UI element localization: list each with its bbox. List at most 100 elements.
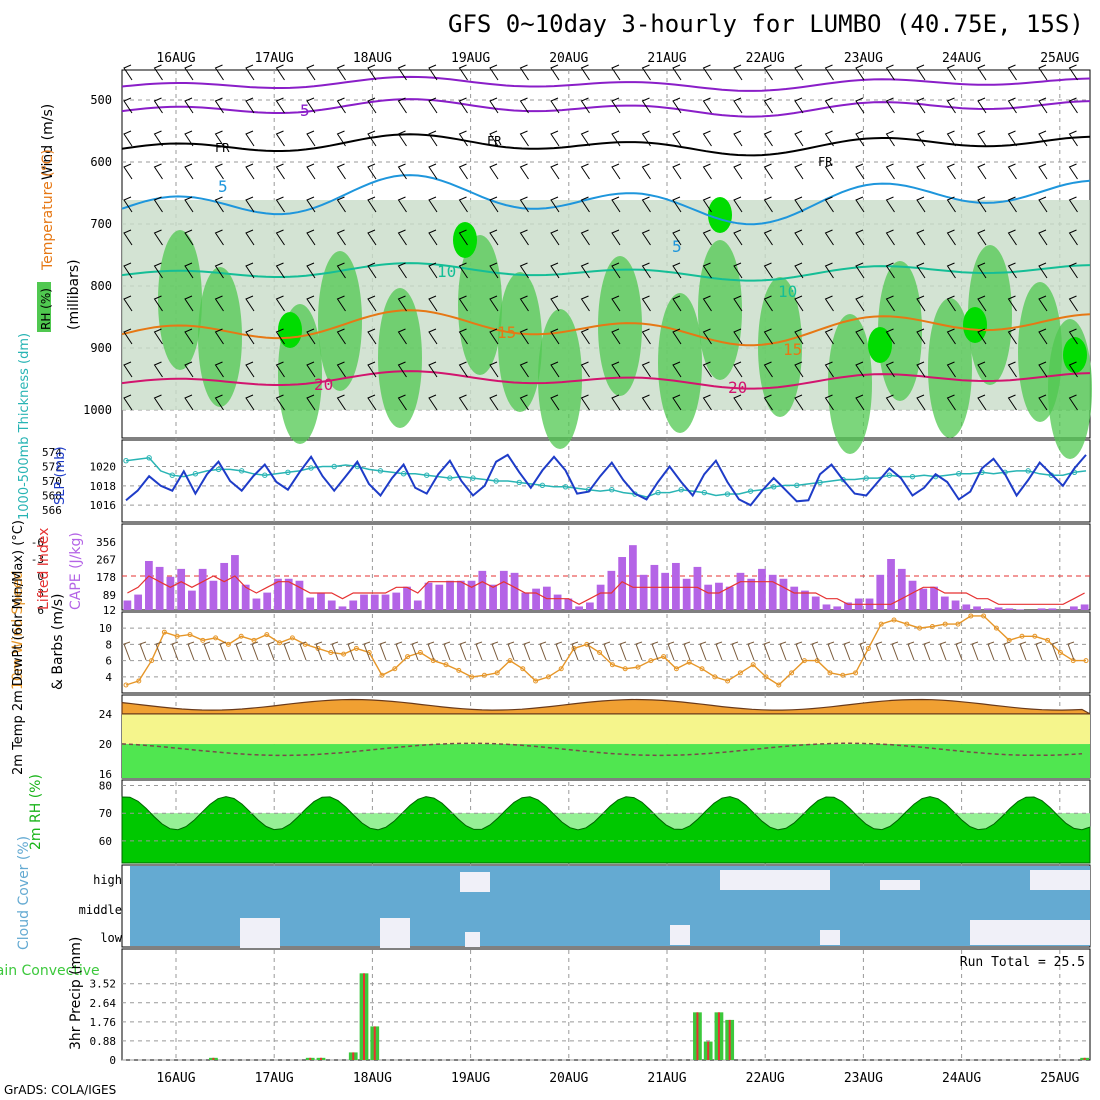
wind10-barb xyxy=(779,641,787,661)
run-total-label: Run Total = 25.5 xyxy=(960,955,1085,970)
wind-barb xyxy=(489,97,499,114)
wind-barb xyxy=(733,328,743,345)
wind-barb xyxy=(428,130,438,147)
wind10-marker xyxy=(481,672,487,678)
contour-label: 10 xyxy=(437,262,456,281)
cape-ytick-left: 3 xyxy=(37,587,44,600)
wind-barb xyxy=(794,262,804,279)
wind10-barb xyxy=(875,641,883,661)
wind-barb xyxy=(672,328,682,345)
wind-barb xyxy=(275,97,285,114)
wind10-marker xyxy=(392,666,398,672)
precip-label-right: 3hr Precip (mm) xyxy=(68,937,84,1050)
wind-barb xyxy=(611,130,621,147)
wind-barb xyxy=(885,394,895,411)
wind-barb xyxy=(580,361,590,378)
wind10-barb xyxy=(491,641,499,661)
wind-barb xyxy=(885,130,895,147)
rh-blob xyxy=(758,277,802,417)
wind-barb xyxy=(1068,97,1078,114)
cape-bar xyxy=(564,598,573,610)
day-label-top: 25AUG xyxy=(1040,51,1079,66)
wind-barb xyxy=(184,361,194,378)
wind-barb xyxy=(184,328,194,345)
wind-barb xyxy=(397,295,407,312)
wind-barb xyxy=(550,196,560,213)
wind-barb xyxy=(977,361,987,378)
wind-barb xyxy=(550,361,560,378)
wind-barb xyxy=(245,295,255,312)
wind-barb xyxy=(702,163,712,180)
wind10-marker xyxy=(1045,637,1051,643)
wind-barb xyxy=(1068,262,1078,279)
wind-barb xyxy=(611,361,621,378)
wind-barb xyxy=(1007,163,1017,180)
wind10-marker xyxy=(379,672,385,678)
wind-barb xyxy=(1038,163,1048,180)
wind-barb xyxy=(245,328,255,345)
wind10-marker xyxy=(661,654,667,660)
wind-barb xyxy=(977,295,987,312)
wind-barb xyxy=(855,130,865,147)
wind10-marker xyxy=(277,640,283,646)
cape-bar xyxy=(962,604,971,610)
wind-barb xyxy=(550,97,560,114)
wind10-marker xyxy=(891,617,897,623)
wind-barb xyxy=(336,97,346,114)
cape-bar xyxy=(413,600,422,610)
wind-barb xyxy=(672,361,682,378)
wind10-marker xyxy=(545,674,551,680)
wind-barb xyxy=(458,295,468,312)
day-label-top: 21AUG xyxy=(647,51,686,66)
wind10-barb xyxy=(763,641,771,661)
wind10-marker xyxy=(725,678,731,684)
wind-barb xyxy=(763,328,773,345)
wind10-marker xyxy=(648,658,654,664)
slp-ytick-left: 572 xyxy=(42,461,62,474)
wind-barb xyxy=(641,229,651,246)
chart-title: GFS 0~10day 3-hourly for LUMBO (40.75E, … xyxy=(448,10,1084,38)
cape-bar xyxy=(155,566,164,610)
cape-bar xyxy=(489,584,497,610)
cape-bar xyxy=(585,602,594,610)
precip-conv-bar xyxy=(696,1012,699,1060)
wind-barb xyxy=(1007,196,1017,213)
wind-barb xyxy=(641,196,651,213)
wind-barb xyxy=(153,262,163,279)
wind10-barb xyxy=(587,641,595,661)
cape-bar xyxy=(521,592,530,610)
wind-barb xyxy=(916,64,926,81)
thickness-marker xyxy=(747,488,754,494)
cape-bar xyxy=(693,566,702,610)
wind-barb xyxy=(916,394,926,411)
wind10-marker xyxy=(622,666,628,672)
cape-bar xyxy=(876,574,885,610)
upper-ytick: 1000 xyxy=(83,403,112,417)
wind-barb xyxy=(580,64,590,81)
wind-barb xyxy=(916,130,926,147)
wind-barb xyxy=(550,163,560,180)
wind10-marker xyxy=(750,662,756,668)
wind-barb xyxy=(397,394,407,411)
wind10-marker xyxy=(597,650,603,655)
cape-bar xyxy=(897,568,906,610)
cape-bar xyxy=(284,578,293,610)
wind-barb xyxy=(763,229,773,246)
thickness-marker xyxy=(308,465,314,471)
slp-ytick-left: 570 xyxy=(42,475,62,488)
wind-barb xyxy=(641,295,651,312)
wind-barb xyxy=(916,262,926,279)
wind10-barb xyxy=(827,641,835,661)
wind-barb xyxy=(336,394,346,411)
wind-barb xyxy=(763,163,773,180)
wind-barb xyxy=(550,262,560,279)
wind-barb xyxy=(824,328,834,345)
thickness-marker xyxy=(609,487,615,493)
cape-bar xyxy=(801,590,809,610)
wind-barb xyxy=(855,361,865,378)
wind10-marker xyxy=(558,666,564,672)
day-label-bottom: 24AUG xyxy=(942,1071,981,1086)
wind10-barb xyxy=(859,641,867,661)
wind-barb xyxy=(916,97,926,114)
day-label-bottom: 17AUG xyxy=(255,1071,294,1086)
